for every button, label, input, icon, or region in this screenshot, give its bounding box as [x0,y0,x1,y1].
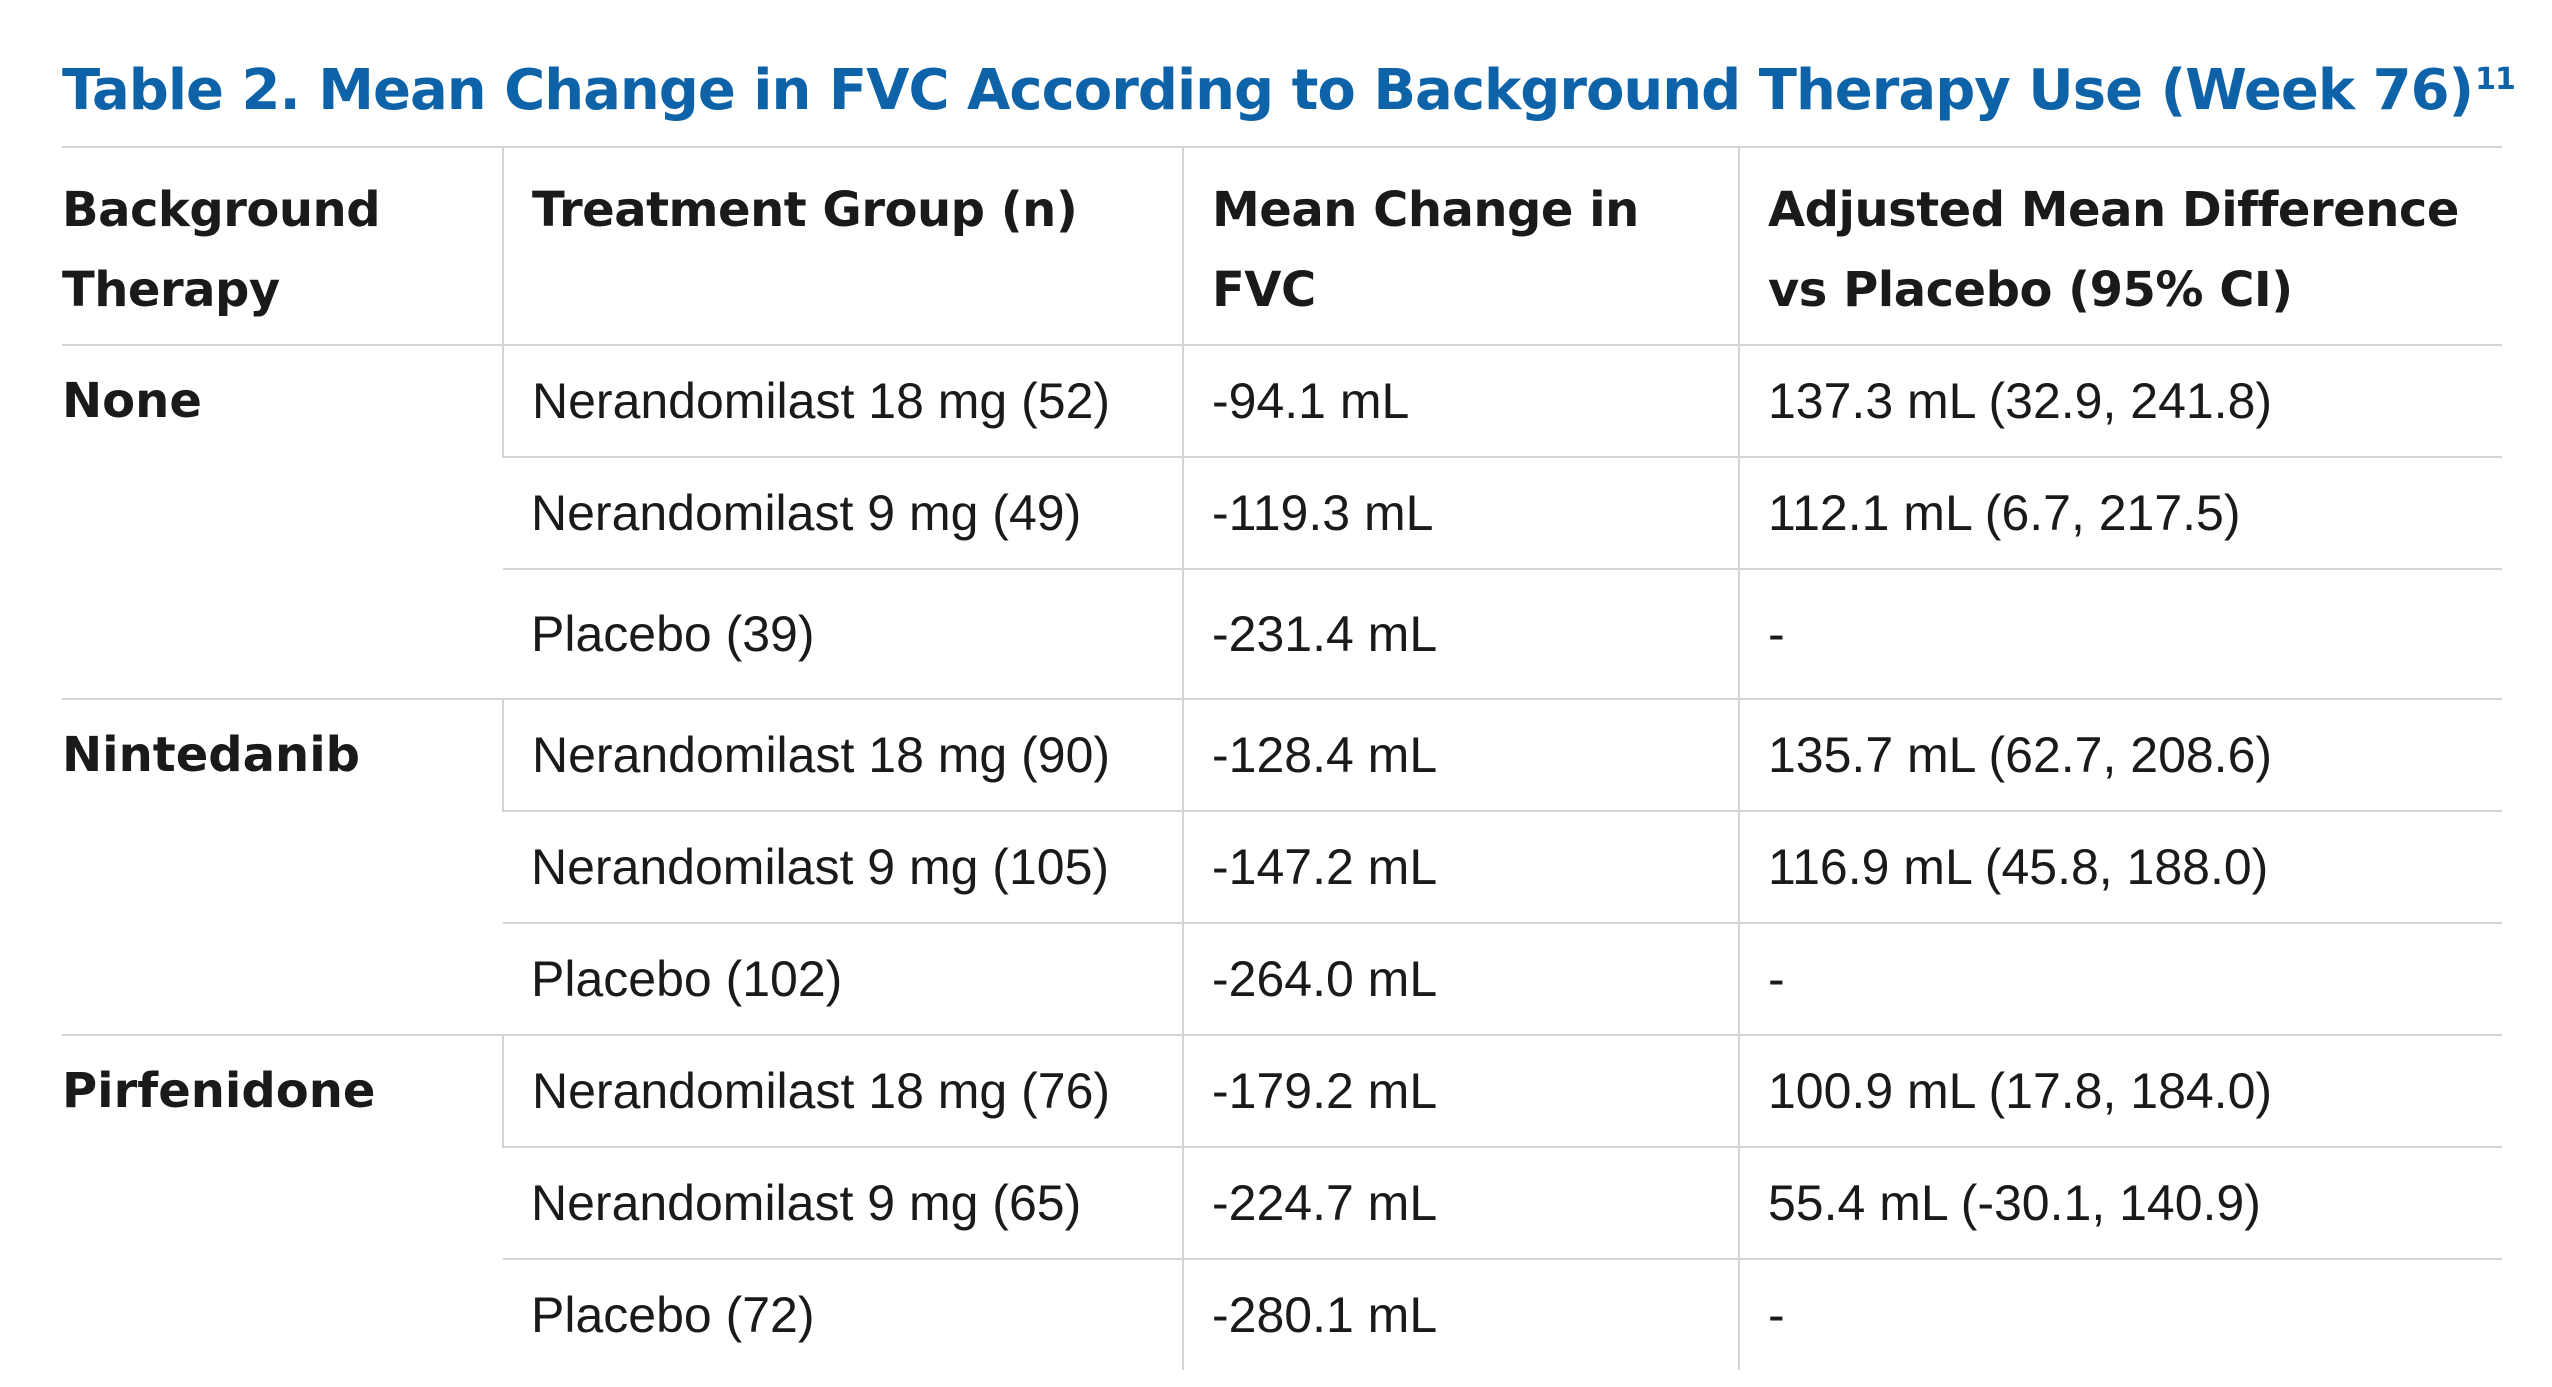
adjusted-difference-cell: 137.3 mL (32.9, 241.8) [1738,345,2502,458]
treatment-group-cell: Nerandomilast 9 mg (49) [503,457,1183,570]
treatment-group-cell: Nerandomilast 9 mg (65) [503,1147,1183,1260]
mean-change-cell: -94.1 mL [1182,345,1739,458]
mean-change-cell: -179.2 mL [1182,1035,1739,1148]
adjusted-difference-cell: - [1738,923,2502,1036]
mean-change-cell: -264.0 mL [1182,923,1739,1036]
table-title: Table 2. Mean Change in FVC According to… [62,58,2516,123]
adjusted-difference-cell: 112.1 mL (6.7, 217.5) [1738,457,2502,570]
table-header-row: Background Therapy Treatment Group (n) M… [62,147,2502,346]
table-row: Placebo (72) -280.1 mL - [62,1259,2502,1370]
background-therapy-cell: Nintedanib [62,699,503,1036]
mean-change-cell: -119.3 mL [1182,457,1739,570]
header-background-therapy: Background Therapy [62,147,503,346]
adjusted-difference-cell: 116.9 mL (45.8, 188.0) [1738,811,2502,924]
table-row: Pirfenidone Nerandomilast 18 mg (76) -17… [62,1035,2502,1148]
header-mean-change: Mean Change in FVC [1182,147,1739,346]
treatment-group-cell: Nerandomilast 9 mg (105) [503,811,1183,924]
table-row: Placebo (102) -264.0 mL - [62,923,2502,1036]
mean-change-cell: -224.7 mL [1182,1147,1739,1260]
treatment-group-cell: Placebo (39) [503,569,1183,700]
background-therapy-cell: None [62,345,503,700]
treatment-group-cell: Nerandomilast 18 mg (90) [502,699,1183,812]
background-therapy-cell: Pirfenidone [62,1063,376,1119]
table-body: None Nerandomilast 18 mg (52) -94.1 mL 1… [62,345,2502,1370]
header-treatment-group: Treatment Group (n) [502,147,1183,346]
mean-change-cell: -280.1 mL [1182,1259,1739,1370]
adjusted-difference-cell: - [1738,1259,2502,1370]
adjusted-difference-cell: - [1738,569,2502,700]
fvc-table: Background Therapy Treatment Group (n) M… [62,146,2502,1370]
adjusted-difference-cell: 135.7 mL (62.7, 208.6) [1738,699,2502,812]
mean-change-cell: -231.4 mL [1182,569,1739,700]
treatment-group-cell: Placebo (102) [503,923,1183,1036]
mean-change-cell: -128.4 mL [1182,699,1739,812]
table-row: Placebo (39) -231.4 mL - [62,569,2502,700]
table-title-text: Table 2. Mean Change in FVC According to… [62,58,2474,123]
header-adjusted-difference: Adjusted Mean Difference vs Placebo (95%… [1738,147,2502,346]
treatment-group-cell: Placebo (72) [531,1287,815,1343]
treatment-group-cell: Nerandomilast 18 mg (52) [502,345,1183,458]
adjusted-difference-cell: 100.9 mL (17.8, 184.0) [1738,1035,2502,1148]
table-row: Nerandomilast 9 mg (105) -147.2 mL 116.9… [62,811,2502,924]
mean-change-cell: -147.2 mL [1182,811,1739,924]
treatment-group-cell: Nerandomilast 18 mg (76) [502,1035,1183,1148]
adjusted-difference-cell: 55.4 mL (-30.1, 140.9) [1738,1147,2502,1260]
table-row: Nintedanib Nerandomilast 18 mg (90) -128… [62,699,2502,1036]
table-row: Nerandomilast 9 mg (65) -224.7 mL 55.4 m… [62,1147,2502,1260]
table-row: Nerandomilast 9 mg (49) -119.3 mL 112.1 … [62,457,2502,570]
title-reference: 11 [2475,62,2516,98]
table-row: None Nerandomilast 18 mg (52) -94.1 mL 1… [62,345,2502,700]
